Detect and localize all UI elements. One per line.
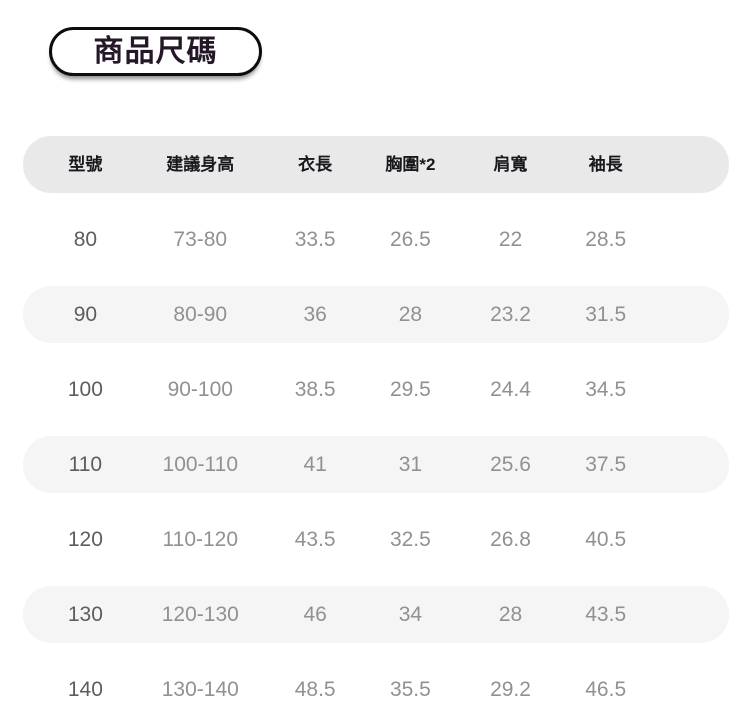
size-chart-title-label: 商品尺碼 [93, 34, 218, 68]
header-cell-shoulder: 肩寬 [493, 155, 528, 174]
cell-height: 90-100 [167, 378, 233, 401]
cell-height: 100-110 [162, 453, 239, 476]
cell-length: 48.5 [294, 678, 336, 701]
size-table: 型號 建議身高 衣長 胸圍*2 肩寬 袖長 80 73-80 33.5 26.5… [23, 136, 729, 718]
cell-shoulder: 29.2 [490, 678, 531, 701]
cell-shoulder: 25.6 [490, 453, 531, 476]
cell-height: 73-80 [173, 228, 228, 251]
cell-shoulder: 28 [498, 603, 523, 626]
table-row-80: 80 73-80 33.5 26.5 22 28.5 [23, 211, 729, 268]
table-row-120: 120 110-120 43.5 32.5 26.8 40.5 [23, 511, 729, 568]
cell-shoulder: 22 [498, 228, 523, 251]
cell-sleeve: 37.5 [585, 453, 627, 476]
header-cell-length: 衣長 [298, 155, 333, 174]
cell-model: 120 [67, 528, 103, 551]
header-cell-chest: 胸圍*2 [385, 155, 436, 174]
cell-height: 130-140 [161, 678, 239, 701]
cell-chest: 32.5 [389, 528, 431, 551]
cell-model: 80 [73, 228, 98, 251]
cell-model: 90 [73, 303, 98, 326]
cell-model: 100 [67, 378, 103, 401]
table-row-110: 110 100-110 41 31 25.6 37.5 [23, 436, 729, 493]
cell-length: 46 [303, 603, 327, 626]
header-cell-sleeve: 袖長 [588, 155, 623, 174]
size-chart-title-badge: 商品尺碼 [49, 27, 262, 76]
cell-height: 80-90 [173, 303, 228, 326]
cell-sleeve: 40.5 [585, 528, 627, 551]
header-cell-model: 型號 [68, 155, 103, 174]
cell-chest: 35.5 [389, 678, 431, 701]
cell-length: 38.5 [294, 378, 336, 401]
table-header-row: 型號 建議身高 衣長 胸圍*2 肩寬 袖長 [23, 136, 729, 193]
cell-shoulder: 26.8 [490, 528, 531, 551]
cell-chest: 31 [398, 453, 423, 476]
cell-model: 110 [68, 453, 103, 476]
header-cell-height: 建議身高 [166, 155, 235, 174]
cell-height: 110-120 [162, 528, 239, 551]
cell-chest: 34 [398, 603, 423, 626]
cell-sleeve: 31.5 [585, 303, 627, 326]
cell-length: 33.5 [294, 228, 336, 251]
cell-chest: 29.5 [389, 378, 431, 401]
table-row-130: 130 120-130 46 34 28 43.5 [23, 586, 729, 643]
table-row-140: 140 130-140 48.5 35.5 29.2 46.5 [23, 661, 729, 718]
cell-sleeve: 34.5 [585, 378, 627, 401]
cell-sleeve: 46.5 [585, 678, 627, 701]
cell-shoulder: 24.4 [490, 378, 531, 401]
cell-model: 130 [67, 603, 103, 626]
cell-sleeve: 43.5 [585, 603, 627, 626]
cell-length: 36 [303, 303, 327, 326]
cell-length: 41 [303, 453, 327, 476]
cell-chest: 26.5 [389, 228, 431, 251]
table-row-100: 100 90-100 38.5 29.5 24.4 34.5 [23, 361, 729, 418]
cell-chest: 28 [398, 303, 423, 326]
cell-shoulder: 23.2 [490, 303, 531, 326]
cell-height: 120-130 [161, 603, 239, 626]
cell-sleeve: 28.5 [585, 228, 627, 251]
cell-length: 43.5 [294, 528, 336, 551]
cell-model: 140 [67, 678, 103, 701]
table-row-90: 90 80-90 36 28 23.2 31.5 [23, 286, 729, 343]
